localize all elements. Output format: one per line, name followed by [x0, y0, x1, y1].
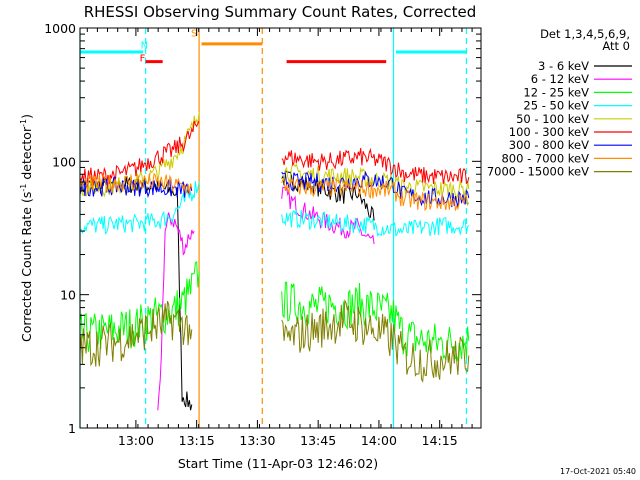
- y-axis-label-part1: Corrected Count Rate (s: [19, 192, 34, 342]
- timestamp: 17-Oct-2021 05:40: [560, 467, 636, 476]
- legend-label-12-25-kev: 12 - 25 keV: [523, 85, 589, 99]
- legend-label-800-7000-kev: 800 - 7000 keV: [501, 151, 589, 165]
- plot-frame: [79, 27, 482, 429]
- y-axis-label-part3: ): [19, 114, 34, 119]
- series-12-25-kev: [79, 260, 470, 362]
- series-line: [79, 172, 193, 195]
- series-line: [281, 170, 470, 208]
- legend-label-6-12-kev: 6 - 12 keV: [531, 72, 589, 86]
- series-800-7000-kev: [79, 172, 470, 212]
- series-line: [281, 281, 470, 362]
- legend-label-100-300-kev: 100 - 300 keV: [509, 125, 589, 139]
- annotation-layer: NF S: [79, 28, 468, 428]
- x-axis-label: Start Time (11-Apr-03 12:46:02): [178, 456, 378, 471]
- x-tick-label: 14:00: [361, 433, 397, 448]
- series-100-300-kev: [79, 120, 470, 186]
- series-line: [281, 298, 470, 383]
- y-tick-label: 10: [60, 288, 76, 303]
- series-line: [157, 212, 195, 411]
- series-line: [281, 209, 470, 238]
- y-axis-label: Corrected Count Rate (s-1 detector-1): [19, 114, 34, 342]
- series-line: [79, 120, 200, 186]
- mode-flag-letter: F: [140, 54, 146, 65]
- series-line: [281, 186, 375, 245]
- legend-label-300-800-kev: 300 - 800 keV: [509, 138, 589, 152]
- series-line: [79, 181, 200, 235]
- chart-title: RHESSI Observing Summary Count Rates, Co…: [84, 3, 477, 21]
- series-line: [281, 177, 470, 212]
- y-axis-label-part2: detector: [19, 126, 34, 184]
- legend-label-50-100-kev: 50 - 100 keV: [516, 112, 589, 126]
- series-line: [79, 260, 200, 352]
- legend-label-7000-15000-kev: 7000 - 15000 keV: [487, 165, 589, 179]
- legend-label-3-6-kev: 3 - 6 keV: [538, 59, 589, 73]
- x-tick-label: 13:30: [239, 433, 275, 448]
- series-layer: [79, 111, 470, 411]
- axis-layer: 13:00 13:15 13:30 13:45 14:00 14:15 1 10 100 1000: [44, 21, 481, 448]
- x-tick-label: 13:15: [179, 433, 215, 448]
- series-line: [79, 301, 193, 367]
- y-axis-label-sup1: -1: [19, 184, 28, 192]
- legend-label-25-50-kev: 25 - 50 keV: [523, 99, 589, 113]
- series-line: [281, 147, 470, 185]
- series-3-6-kev: [79, 169, 375, 411]
- legend-header-line: Att 0: [602, 39, 630, 53]
- mode-flag-letter: S: [191, 29, 197, 40]
- x-tick-label: 13:45: [300, 433, 336, 448]
- series-25-50-kev: [79, 181, 470, 238]
- y-tick-label: 100: [52, 154, 76, 169]
- mode-flag-letter: N: [141, 41, 148, 52]
- series-7000-15000-kev: [79, 298, 470, 383]
- y-tick-label: 1000: [44, 21, 76, 36]
- y-axis-label-sup2: -1: [19, 119, 28, 127]
- x-tick-label: 13:00: [118, 433, 154, 448]
- x-tick-label: 14:15: [422, 433, 458, 448]
- legend-header-line: Det 1,3,4,5,6,9,: [540, 27, 630, 41]
- y-tick-label: 1: [68, 421, 76, 436]
- series-6-12-kev: [157, 186, 375, 411]
